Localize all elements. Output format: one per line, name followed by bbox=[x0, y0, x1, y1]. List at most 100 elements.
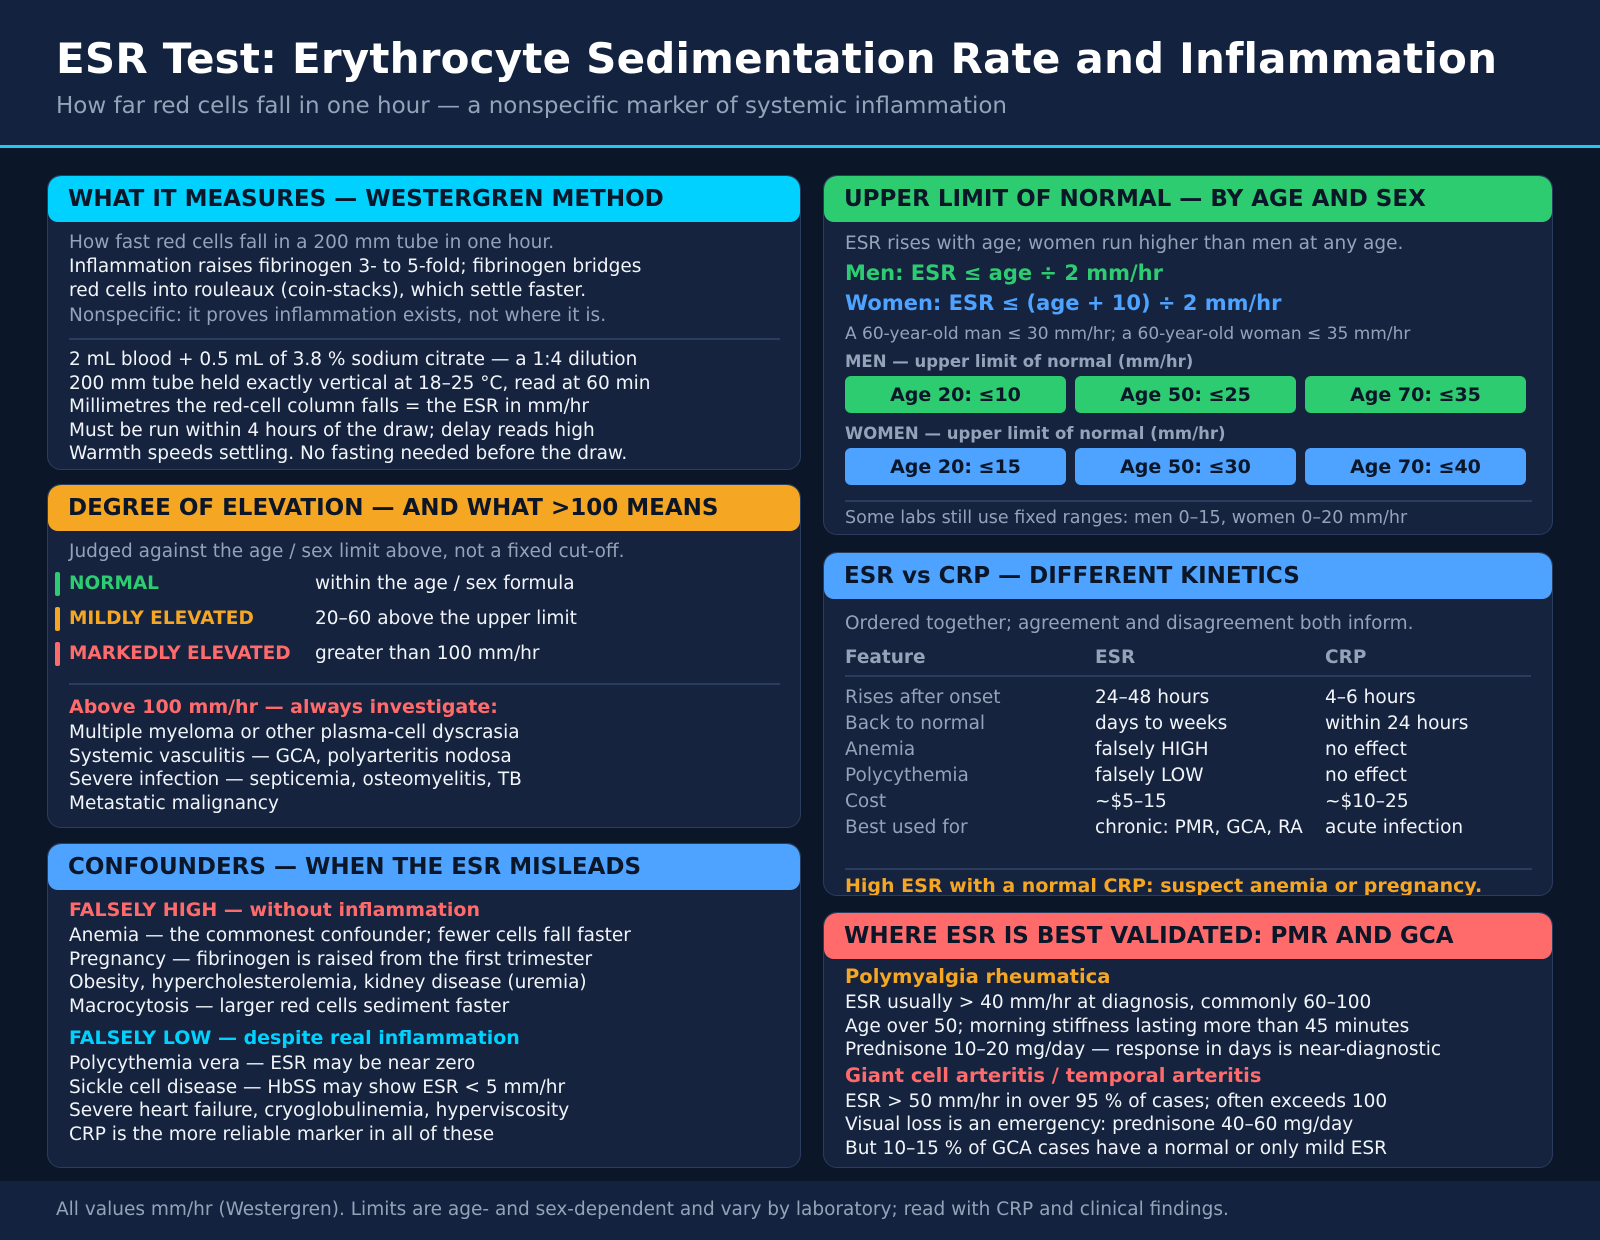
divider bbox=[69, 683, 780, 685]
limits-intro: ESR rises with age; women run higher tha… bbox=[845, 233, 1404, 254]
comparison-table: Feature ESR CRP Rises after onset 24–48 … bbox=[845, 640, 1531, 840]
women-age-20-pill: Age 20: ≤15 bbox=[845, 448, 1066, 485]
table-row: Anemia falsely HIGH no effect bbox=[845, 736, 1531, 762]
confounders-heading: CONFOUNDERS — WHEN THE ESR MISLEADS bbox=[48, 844, 800, 890]
men-age-50-pill: Age 50: ≤25 bbox=[1075, 376, 1296, 413]
validated-heading: WHERE ESR IS BEST VALIDATED: PMR AND GCA bbox=[824, 913, 1552, 959]
measures-mechanism-line: red cells into rouleaux (coin-stacks), w… bbox=[69, 280, 587, 301]
limits-card: UPPER LIMIT OF NORMAL — BY AGE AND SEX E… bbox=[823, 175, 1553, 535]
page-title: ESR Test: Erythrocyte Sedimentation Rate… bbox=[56, 34, 1498, 83]
level-normal: NORMAL within the age / sex formula bbox=[55, 566, 780, 601]
column-header: CRP bbox=[1325, 640, 1531, 677]
table-cell: acute infection bbox=[1325, 816, 1464, 838]
gca-item: Visual loss is an emergency: prednisone … bbox=[845, 1114, 1354, 1135]
measures-card: WHAT IT MEASURES — WESTERGREN METHOD How… bbox=[47, 175, 801, 470]
page-footer bbox=[0, 1181, 1600, 1240]
table-cell: 4–6 hours bbox=[1325, 686, 1416, 708]
level-desc: greater than 100 mm/hr bbox=[315, 643, 540, 664]
table-row: Rises after onset 24–48 hours 4–6 hours bbox=[845, 684, 1531, 710]
above-100-item: Multiple myeloma or other plasma-cell dy… bbox=[69, 722, 520, 743]
above-100-item: Metastatic malignancy bbox=[69, 792, 279, 814]
pmr-item: ESR usually > 40 mm/hr at diagnosis, com… bbox=[845, 992, 1372, 1013]
gca-item: But 10–15 % of GCA cases have a normal o… bbox=[845, 1137, 1387, 1159]
men-pills: Age 20: ≤10 Age 50: ≤25 Age 70: ≤35 bbox=[845, 376, 1532, 413]
falsely-high-item: Macrocytosis — larger red cells sediment… bbox=[69, 995, 510, 1017]
women-group-label: WOMEN — upper limit of normal (mm/hr) bbox=[845, 424, 1226, 443]
crp-heading: ESR vs CRP — DIFFERENT KINETICS bbox=[824, 553, 1552, 599]
falsely-low-item: Polycythemia vera — ESR may be near zero bbox=[69, 1053, 476, 1074]
table-cell: Cost bbox=[845, 790, 887, 812]
table-row: Best used for chronic: PMR, GCA, RA acut… bbox=[845, 814, 1531, 840]
column-header: ESR bbox=[1095, 640, 1325, 677]
elevation-heading: DEGREE OF ELEVATION — AND WHAT >100 MEAN… bbox=[48, 485, 800, 531]
table-cell: 24–48 hours bbox=[1095, 686, 1210, 708]
table-cell: Back to normal bbox=[845, 712, 986, 734]
method-step: Millimetres the red-cell column falls = … bbox=[69, 396, 590, 417]
crp-intro: Ordered together; agreement and disagree… bbox=[845, 613, 1414, 634]
falsely-high-heading: FALSELY HIGH — without inflammation bbox=[69, 899, 480, 921]
limits-example: A 60-year-old man ≤ 30 mm/hr; a 60-year-… bbox=[845, 324, 1411, 344]
table-cell: falsely HIGH bbox=[1095, 738, 1209, 760]
level-marker bbox=[55, 606, 60, 631]
crp-card: ESR vs CRP — DIFFERENT KINETICS Ordered … bbox=[823, 552, 1553, 896]
pmr-heading: Polymyalgia rheumatica bbox=[845, 965, 1111, 988]
divider bbox=[845, 868, 1532, 870]
measures-intro: How fast red cells fall in a 200 mm tube… bbox=[69, 232, 555, 253]
crp-note: High ESR with a normal CRP: suspect anem… bbox=[845, 875, 1483, 896]
level-mild: MILDLY ELEVATED 20–60 above the upper li… bbox=[55, 601, 780, 636]
table-header-row: Feature ESR CRP bbox=[845, 640, 1531, 677]
men-formula: Men: ESR ≤ age ÷ 2 mm/hr bbox=[845, 261, 1163, 285]
table-cell: within 24 hours bbox=[1325, 712, 1469, 734]
gca-heading: Giant cell arteritis / temporal arteriti… bbox=[845, 1063, 1262, 1087]
men-age-20-pill: Age 20: ≤10 bbox=[845, 376, 1066, 413]
falsely-high-item: Anemia — the commonest confounder; fewer… bbox=[69, 925, 631, 946]
limits-note: Some labs still use fixed ranges: men 0–… bbox=[845, 508, 1408, 528]
table-cell: Polycythemia bbox=[845, 764, 969, 786]
above-100-item: Systemic vasculitis — GCA, polyarteritis… bbox=[69, 745, 512, 767]
table-cell: chronic: PMR, GCA, RA bbox=[1095, 816, 1303, 838]
falsely-high-item: Pregnancy — fibrinogen is raised from th… bbox=[69, 948, 593, 970]
measures-note: Nonspecific: it proves inflammation exis… bbox=[69, 305, 607, 326]
level-label: MARKEDLY ELEVATED bbox=[69, 643, 291, 664]
confounders-card: CONFOUNDERS — WHEN THE ESR MISLEADS FALS… bbox=[47, 843, 801, 1168]
falsely-low-heading: FALSELY LOW — despite real inflammation bbox=[69, 1027, 520, 1049]
level-marked: MARKEDLY ELEVATED greater than 100 mm/hr bbox=[55, 636, 780, 671]
column-header: Feature bbox=[845, 640, 1095, 677]
women-pills: Age 20: ≤15 Age 50: ≤30 Age 70: ≤40 bbox=[845, 448, 1532, 485]
level-marker bbox=[55, 641, 60, 666]
gca-item: ESR > 50 mm/hr in over 95 % of cases; of… bbox=[845, 1090, 1388, 1112]
table-cell: ~$10–25 bbox=[1325, 790, 1409, 812]
level-desc: within the age / sex formula bbox=[315, 573, 575, 594]
table-cell: ~$5–15 bbox=[1095, 790, 1167, 812]
table-cell: Anemia bbox=[845, 738, 916, 760]
measures-mechanism-line: Inflammation raises fibrinogen 3- to 5-f… bbox=[69, 256, 642, 277]
table-row: Polycythemia falsely LOW no effect bbox=[845, 762, 1531, 788]
women-age-50-pill: Age 50: ≤30 bbox=[1075, 448, 1296, 485]
falsely-low-item: Severe heart failure, cryoglobulinemia, … bbox=[69, 1100, 570, 1121]
measures-heading: WHAT IT MEASURES — WESTERGREN METHOD bbox=[48, 176, 800, 222]
table-row: Cost ~$5–15 ~$10–25 bbox=[845, 788, 1531, 814]
falsely-low-item: Sickle cell disease — HbSS may show ESR … bbox=[69, 1076, 566, 1098]
elevation-card: DEGREE OF ELEVATION — AND WHAT >100 MEAN… bbox=[47, 484, 801, 828]
validated-card: WHERE ESR IS BEST VALIDATED: PMR AND GCA… bbox=[823, 912, 1553, 1168]
level-desc: 20–60 above the upper limit bbox=[315, 608, 577, 629]
level-label: NORMAL bbox=[69, 573, 159, 594]
level-marker bbox=[55, 571, 60, 596]
method-step: Must be run within 4 hours of the draw; … bbox=[69, 419, 595, 441]
level-label: MILDLY ELEVATED bbox=[69, 608, 254, 629]
page-subtitle: How far red cells fall in one hour — a n… bbox=[56, 93, 1008, 119]
above-100-heading: Above 100 mm/hr — always investigate: bbox=[69, 696, 498, 718]
page-header bbox=[0, 0, 1600, 148]
limits-heading: UPPER LIMIT OF NORMAL — BY AGE AND SEX bbox=[824, 176, 1552, 222]
divider bbox=[845, 500, 1532, 502]
pmr-item: Prednisone 10–20 mg/day — response in da… bbox=[845, 1039, 1442, 1060]
footer-note: All values mm/hr (Westergren). Limits ar… bbox=[56, 1199, 1229, 1220]
method-step: 2 mL blood + 0.5 mL of 3.8 % sodium citr… bbox=[69, 349, 638, 370]
elevation-intro: Judged against the age / sex limit above… bbox=[69, 541, 625, 562]
women-formula: Women: ESR ≤ (age + 10) ÷ 2 mm/hr bbox=[845, 291, 1282, 315]
method-step: 200 mm tube held exactly vertical at 18–… bbox=[69, 372, 651, 394]
pmr-item: Age over 50; morning stiffness lasting m… bbox=[845, 1015, 1410, 1037]
table-cell: no effect bbox=[1325, 738, 1407, 760]
men-age-70-pill: Age 70: ≤35 bbox=[1305, 376, 1526, 413]
table-cell: days to weeks bbox=[1095, 712, 1228, 734]
